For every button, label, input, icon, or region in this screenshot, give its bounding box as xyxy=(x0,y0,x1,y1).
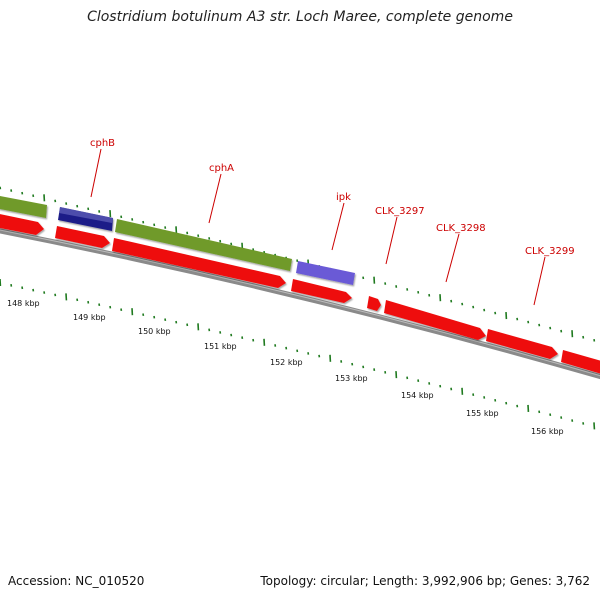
gene-red-left xyxy=(0,214,44,235)
gene-label-leaders xyxy=(90,148,546,306)
gene-red-5 xyxy=(367,296,381,311)
scale-label-151: 151 kbp xyxy=(204,342,237,351)
gene-label-cphB: cphB xyxy=(90,138,115,149)
scale-label-155: 155 kbp xyxy=(466,409,499,418)
scale-label-156: 156 kbp xyxy=(531,427,564,436)
scale-label-149: 149 kbp xyxy=(73,313,106,322)
gene-ipk xyxy=(296,261,355,285)
accession-text: Accession: NC_010520 xyxy=(8,574,145,588)
gene-label-cphA: cphA xyxy=(209,163,234,174)
genome-summary-text: Topology: circular; Length: 3,992,906 bp… xyxy=(260,574,590,588)
gene-red-4 xyxy=(291,279,352,303)
map-title: Clostridium botulinum A3 str. Loch Maree… xyxy=(87,9,513,25)
gene-label-CLK_3297: CLK_3297 xyxy=(375,206,425,217)
genome-backbone-highlight xyxy=(0,229,600,377)
gene-red-2 xyxy=(55,226,110,248)
scale-label-150: 150 kbp xyxy=(138,327,171,336)
scale-label-152: 152 kbp xyxy=(270,358,303,367)
gene-label-ipk: ipk xyxy=(336,192,351,203)
gene-olive-left xyxy=(0,195,47,218)
feature-track-upper xyxy=(0,195,355,285)
gene-CLK_3297 xyxy=(384,300,486,340)
feature-track-lower xyxy=(0,214,600,374)
gene-cphA xyxy=(115,219,292,271)
scale-label-148: 148 kbp xyxy=(7,299,40,308)
gene-red-3 xyxy=(112,238,286,288)
genome-backbone xyxy=(0,228,600,380)
upper-tick-row xyxy=(0,186,596,342)
gene-cphB-highlight xyxy=(59,207,113,223)
scale-tick-row xyxy=(0,278,596,430)
gene-label-CLK_3299: CLK_3299 xyxy=(525,246,575,257)
scale-label-154: 154 kbp xyxy=(401,391,434,400)
scale-label-153: 153 kbp xyxy=(335,374,368,383)
gene-CLK_3299 xyxy=(561,350,600,374)
gene-CLK_3298 xyxy=(486,329,558,359)
gene-label-CLK_3298: CLK_3298 xyxy=(436,223,486,234)
